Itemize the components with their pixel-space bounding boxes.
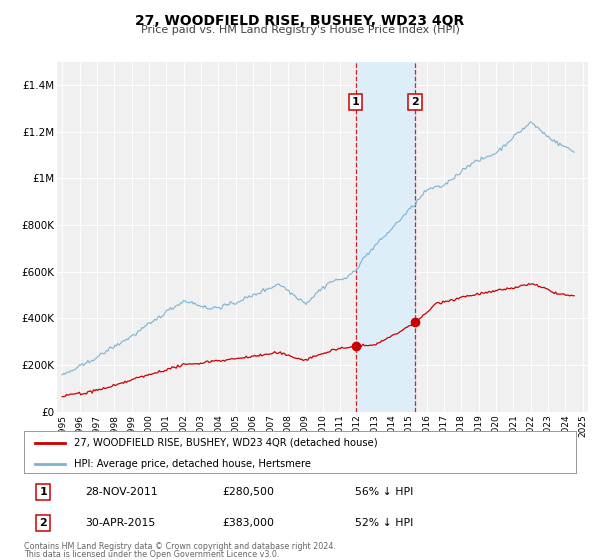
Text: 2: 2 <box>411 97 419 107</box>
Text: £383,000: £383,000 <box>223 517 275 528</box>
Text: 1: 1 <box>352 97 359 107</box>
Text: HPI: Average price, detached house, Hertsmere: HPI: Average price, detached house, Hert… <box>74 459 311 469</box>
Text: 27, WOODFIELD RISE, BUSHEY, WD23 4QR (detached house): 27, WOODFIELD RISE, BUSHEY, WD23 4QR (de… <box>74 437 377 447</box>
Text: 30-APR-2015: 30-APR-2015 <box>85 517 155 528</box>
Bar <box>356 62 415 412</box>
Text: £280,500: £280,500 <box>223 487 275 497</box>
Text: 56% ↓ HPI: 56% ↓ HPI <box>355 487 413 497</box>
Text: 28-NOV-2011: 28-NOV-2011 <box>85 487 157 497</box>
Text: 2: 2 <box>40 517 47 528</box>
Text: 1: 1 <box>40 487 47 497</box>
Text: 52% ↓ HPI: 52% ↓ HPI <box>355 517 413 528</box>
Text: This data is licensed under the Open Government Licence v3.0.: This data is licensed under the Open Gov… <box>24 550 280 559</box>
Text: Price paid vs. HM Land Registry's House Price Index (HPI): Price paid vs. HM Land Registry's House … <box>140 25 460 35</box>
Text: Contains HM Land Registry data © Crown copyright and database right 2024.: Contains HM Land Registry data © Crown c… <box>24 542 336 551</box>
Text: 27, WOODFIELD RISE, BUSHEY, WD23 4QR: 27, WOODFIELD RISE, BUSHEY, WD23 4QR <box>136 14 464 28</box>
